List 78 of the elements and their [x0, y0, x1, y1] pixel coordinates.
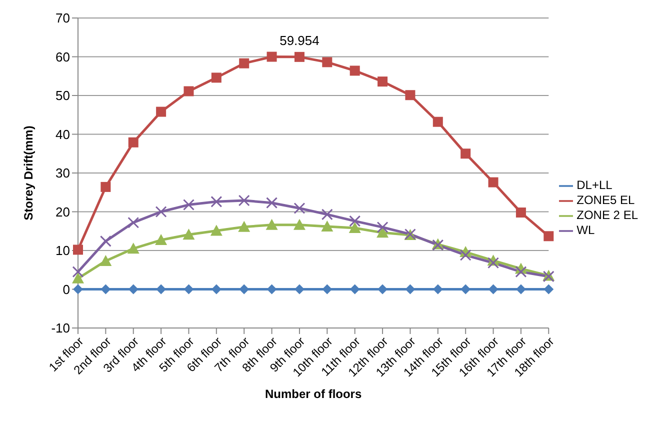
point: [184, 284, 194, 294]
point: [211, 72, 222, 83]
point: [155, 206, 167, 218]
point: [73, 284, 83, 294]
point: [238, 194, 250, 206]
point: [266, 284, 277, 294]
y-tick-label: 70: [56, 10, 70, 26]
point: [322, 284, 332, 294]
point: [128, 137, 138, 148]
point: [516, 284, 526, 294]
y-tick-label: 20: [56, 204, 70, 220]
point: [294, 202, 306, 214]
point: [376, 226, 389, 238]
point: [182, 199, 194, 211]
point: [184, 86, 194, 96]
point: [127, 242, 140, 254]
point: [72, 266, 84, 278]
legend-label: DL+LL: [576, 178, 612, 192]
point: [405, 90, 416, 100]
point: [350, 66, 360, 76]
point: [238, 220, 250, 232]
y-tick-label: 40: [56, 126, 70, 142]
point: [349, 215, 361, 227]
point: [294, 52, 304, 62]
point: [156, 284, 166, 294]
point: [460, 148, 471, 159]
point: [73, 244, 83, 255]
legend-label: ZONE 2 EL: [576, 208, 638, 222]
x-axis-title: Number of floors: [264, 387, 362, 401]
point: [294, 284, 304, 294]
point: [100, 284, 111, 294]
point: [460, 249, 472, 261]
point: [488, 284, 498, 294]
y-tick-label: 0: [62, 282, 70, 297]
point: [210, 196, 222, 208]
point: [100, 254, 112, 266]
legend-label: WL: [576, 222, 595, 237]
point: [266, 52, 277, 62]
point: [72, 272, 84, 284]
legend-label: ZONE5 EL: [576, 193, 635, 208]
point: [211, 284, 222, 294]
point: [322, 57, 332, 68]
point: [432, 284, 443, 294]
point: [488, 257, 500, 269]
point: [321, 220, 334, 232]
point: [239, 284, 250, 294]
y-tick-label: 60: [56, 49, 70, 64]
point: [515, 266, 527, 278]
point: [516, 208, 526, 218]
y-axis-title: Storey Drift(mm): [21, 126, 36, 220]
point: [100, 182, 111, 192]
point: [405, 284, 416, 294]
point: [432, 116, 443, 127]
point: [128, 216, 140, 228]
point: [488, 177, 498, 188]
y-tick-label: 30: [56, 166, 70, 181]
point: [266, 197, 278, 209]
point: [239, 58, 250, 68]
point: [544, 231, 554, 242]
point: [155, 234, 168, 246]
point: [266, 218, 278, 230]
point: [156, 106, 166, 117]
data-label: 59.954: [280, 32, 320, 48]
point: [348, 222, 361, 234]
point: [350, 284, 360, 294]
y-tick-label: -10: [51, 320, 70, 336]
point: [460, 284, 471, 294]
point: [182, 228, 195, 240]
point: [378, 76, 388, 87]
point: [128, 284, 138, 294]
point: [293, 218, 306, 230]
y-tick-label: 50: [56, 88, 70, 104]
point: [210, 224, 222, 236]
point: [544, 284, 554, 294]
point: [378, 284, 388, 294]
point: [376, 222, 388, 233]
y-tick-label: 10: [56, 243, 70, 258]
point: [321, 208, 333, 220]
